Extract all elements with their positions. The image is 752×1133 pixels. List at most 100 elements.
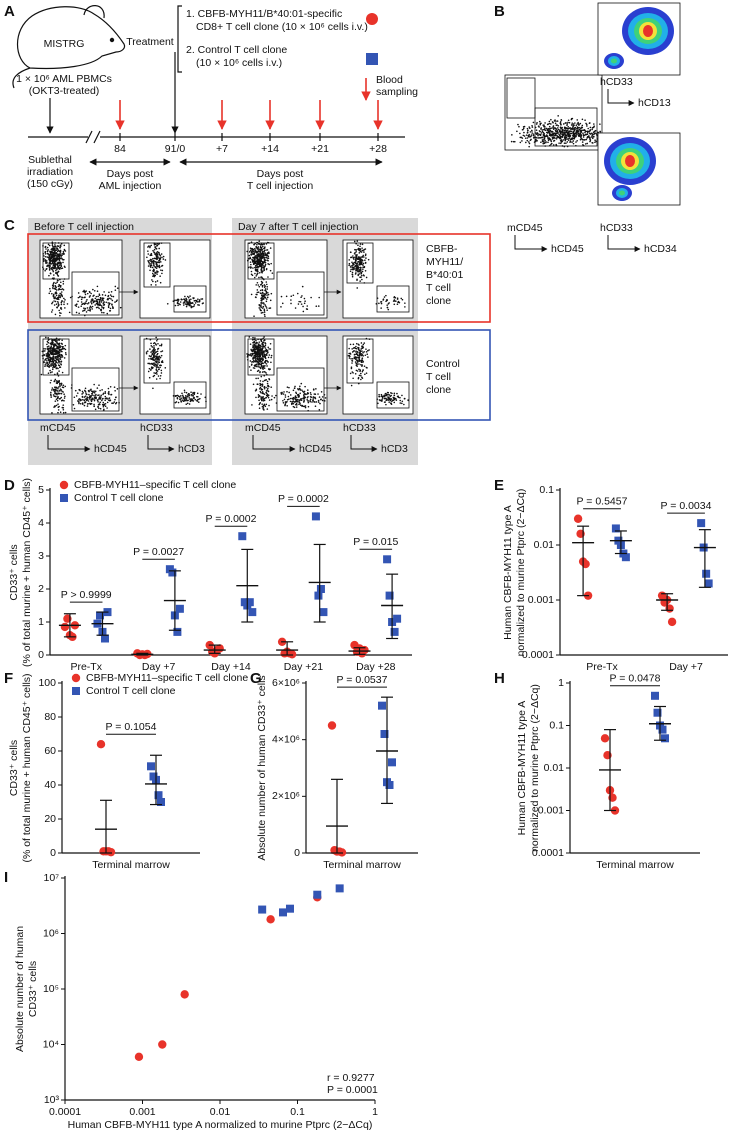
flow-event — [317, 399, 320, 402]
flow-event — [193, 304, 196, 306]
flow-event — [264, 260, 266, 262]
flow-event — [282, 393, 285, 395]
data-point — [266, 915, 275, 924]
flow-event — [57, 375, 60, 377]
flow-event — [321, 399, 324, 402]
flow-event — [58, 283, 60, 286]
flow-event — [265, 354, 268, 357]
flow-event — [543, 142, 546, 145]
y-tick-label: 6×10⁶ — [272, 677, 300, 689]
flow-event — [562, 132, 565, 134]
flow-event — [547, 137, 549, 140]
flow-event — [103, 291, 105, 293]
flow-event — [103, 403, 105, 406]
flow-event — [362, 268, 364, 270]
flow-event — [257, 267, 259, 269]
flow-event — [49, 369, 51, 372]
flow-event — [303, 396, 306, 399]
flow-event — [565, 142, 567, 144]
flow-event — [260, 252, 263, 255]
flow-event — [51, 244, 54, 247]
flow-event — [587, 127, 589, 130]
flow-event — [559, 133, 562, 135]
flow-event — [156, 338, 159, 341]
flow-event — [350, 256, 353, 259]
flow-event — [253, 276, 256, 279]
flow-event — [251, 361, 253, 363]
flow-event — [147, 250, 149, 252]
flow-event — [296, 394, 299, 396]
flow-event — [254, 296, 257, 298]
flow-event — [348, 259, 351, 261]
flow-event — [158, 247, 160, 250]
flow-event — [355, 352, 358, 355]
flow-event — [48, 259, 51, 262]
flow-event — [59, 281, 62, 284]
flow-event — [181, 399, 184, 401]
flow-event — [573, 127, 576, 129]
flow-event — [264, 349, 267, 351]
flow-event — [357, 348, 360, 350]
flow-event — [358, 264, 361, 266]
flow-event — [262, 343, 264, 346]
flow-event — [380, 393, 383, 396]
flow-event — [360, 359, 363, 362]
flow-event — [568, 121, 571, 124]
data-point — [380, 730, 389, 738]
flow-event — [544, 126, 546, 128]
flow-event — [535, 132, 537, 134]
flow-event — [193, 300, 196, 302]
flow-event — [95, 295, 98, 298]
flow-event — [60, 243, 63, 245]
flow-event — [262, 270, 264, 273]
y-tick-label: 0.01 — [534, 539, 555, 551]
flow-event — [101, 403, 104, 406]
axis-label: mCD45 — [507, 222, 543, 234]
flow-event — [528, 145, 530, 148]
axis-arrow — [514, 235, 548, 252]
flow-plot — [342, 335, 414, 415]
flow-event — [188, 302, 190, 304]
p-value: P = 0.0034 — [661, 500, 712, 512]
flow-event — [261, 256, 263, 259]
flow-event — [254, 242, 256, 245]
data-point — [378, 701, 386, 710]
flow-event — [270, 386, 273, 388]
flow-event — [550, 127, 553, 129]
treatment-option: (10 × 10⁶ cells i.v.) — [196, 57, 282, 69]
flow-event — [566, 130, 569, 132]
flow-event — [290, 302, 292, 305]
flow-event — [145, 351, 148, 353]
flow-event — [56, 373, 59, 375]
flow-event — [54, 285, 57, 288]
flow-event — [177, 300, 179, 302]
data-point — [704, 579, 713, 588]
flow-event — [353, 266, 356, 268]
flow-event — [187, 296, 190, 299]
flow-event — [149, 266, 152, 268]
flow-event — [542, 136, 544, 138]
flow-event — [94, 297, 97, 300]
flow-event — [292, 398, 294, 401]
flow-event — [352, 372, 354, 374]
flow-event — [57, 279, 59, 282]
flow-event — [60, 288, 62, 291]
p-value: P = 0.0027 — [133, 546, 184, 558]
flow-event — [155, 356, 158, 358]
flow-event — [61, 386, 64, 389]
flow-event — [153, 248, 156, 251]
flow-event — [318, 408, 321, 411]
y-tick-label: 10⁶ — [43, 927, 59, 939]
flow-event — [306, 398, 308, 401]
flow-event — [62, 283, 65, 285]
flow-event — [50, 363, 53, 365]
flow-event — [201, 302, 204, 305]
flow-event — [99, 407, 102, 410]
flow-event — [42, 266, 44, 268]
flow-event — [307, 400, 309, 402]
flow-event — [149, 369, 152, 371]
flow-event — [261, 403, 263, 405]
flow-event — [267, 356, 270, 359]
flow-event — [246, 358, 249, 361]
flow-event — [192, 302, 194, 305]
